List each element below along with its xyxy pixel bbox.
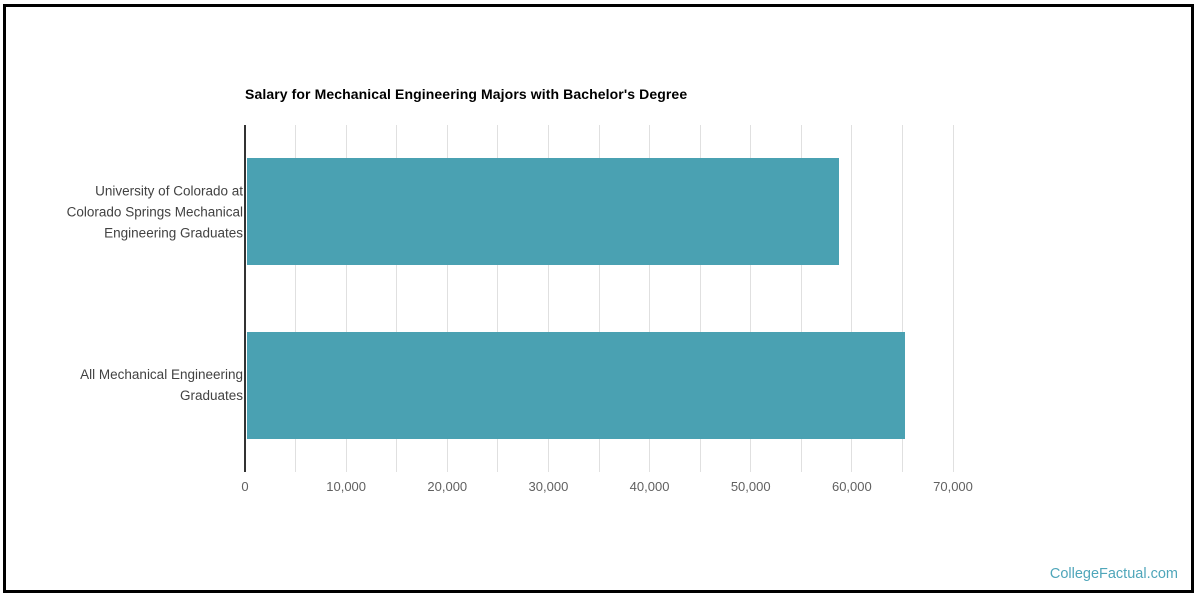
gridline xyxy=(649,125,651,472)
gridline xyxy=(446,125,448,472)
gridline xyxy=(851,125,853,472)
y-axis-line xyxy=(244,125,246,472)
gridline xyxy=(497,125,499,472)
category-label: All Mechanical Engineering Graduates xyxy=(13,364,243,406)
x-tick-label: 60,000 xyxy=(831,479,872,494)
x-tick-label: 10,000 xyxy=(326,479,367,494)
x-tick-label: 50,000 xyxy=(730,479,771,494)
category-label-line: University of Colorado at xyxy=(95,183,243,199)
gridline xyxy=(952,125,954,472)
gridline xyxy=(699,125,701,472)
chart-title: Salary for Mechanical Engineering Majors… xyxy=(245,86,688,102)
gridline xyxy=(547,125,549,472)
gridline xyxy=(750,125,752,472)
category-label: University of Colorado at Colorado Spring… xyxy=(13,180,243,243)
category-label-line: Graduates xyxy=(179,388,243,404)
x-tick-label: 0 xyxy=(241,479,249,494)
gridline xyxy=(295,125,297,472)
x-tick-label: 20,000 xyxy=(427,479,468,494)
bar xyxy=(247,158,839,266)
plot-area xyxy=(244,125,954,472)
category-label-line: Colorado Springs Mechanical xyxy=(66,204,243,220)
gridline xyxy=(901,125,903,472)
x-tick-label: 70,000 xyxy=(933,479,973,494)
category-label-line: All Mechanical Engineering xyxy=(80,367,243,383)
x-tick-label: 40,000 xyxy=(629,479,670,494)
bar xyxy=(247,331,906,439)
gridline xyxy=(345,125,347,472)
x-tick-label: 30,000 xyxy=(528,479,569,494)
gridline xyxy=(396,125,398,472)
gridline xyxy=(800,125,802,472)
gridline xyxy=(598,125,600,472)
category-label-line: Engineering Graduates xyxy=(104,225,243,241)
watermark-link[interactable]: CollegeFactual.com xyxy=(1049,566,1178,582)
